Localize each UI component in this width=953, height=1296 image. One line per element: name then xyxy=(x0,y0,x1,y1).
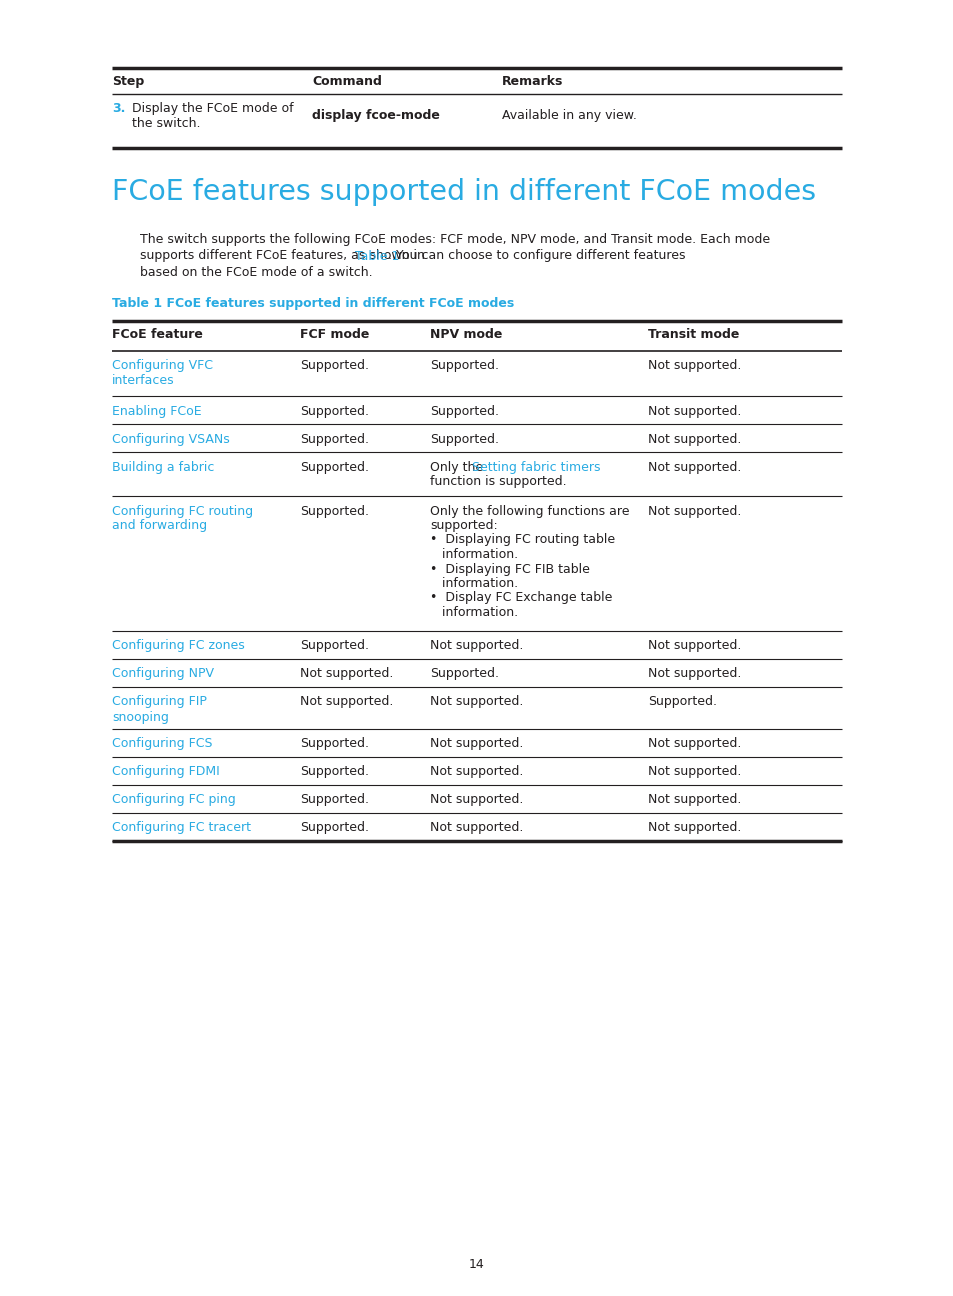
Text: Display the FCoE mode of
the switch.: Display the FCoE mode of the switch. xyxy=(132,102,294,130)
Text: Supported.: Supported. xyxy=(299,460,369,473)
Text: Only the: Only the xyxy=(430,460,487,473)
Text: Not supported.: Not supported. xyxy=(430,766,523,779)
Text: Supported.: Supported. xyxy=(430,667,498,680)
Text: Not supported.: Not supported. xyxy=(647,504,740,517)
Text: Not supported.: Not supported. xyxy=(647,404,740,417)
Text: supported:: supported: xyxy=(430,518,497,531)
Text: Only the following functions are: Only the following functions are xyxy=(430,504,629,517)
Text: Supported.: Supported. xyxy=(299,359,369,372)
Text: Table 1: Table 1 xyxy=(355,250,399,263)
Text: Not supported.: Not supported. xyxy=(647,359,740,372)
Text: Configuring FCS: Configuring FCS xyxy=(112,737,213,750)
Text: Table 1 FCoE features supported in different FCoE modes: Table 1 FCoE features supported in diffe… xyxy=(112,297,514,310)
Text: Configuring VSANs: Configuring VSANs xyxy=(112,433,230,446)
Text: Supported.: Supported. xyxy=(299,639,369,652)
Text: Supported.: Supported. xyxy=(430,359,498,372)
Text: Configuring FC ping: Configuring FC ping xyxy=(112,793,235,806)
Text: Supported.: Supported. xyxy=(430,404,498,417)
Text: •  Display FC Exchange table: • Display FC Exchange table xyxy=(430,591,612,604)
Text: FCF mode: FCF mode xyxy=(299,328,369,342)
Text: Supported.: Supported. xyxy=(299,737,369,750)
Text: Supported.: Supported. xyxy=(299,822,369,835)
Text: supports different FCoE features, as shown in: supports different FCoE features, as sho… xyxy=(140,250,429,263)
Text: Supported.: Supported. xyxy=(299,504,369,517)
Text: Supported.: Supported. xyxy=(299,404,369,417)
Text: Supported.: Supported. xyxy=(299,766,369,779)
Text: Configuring FC zones: Configuring FC zones xyxy=(112,639,245,652)
Text: Configuring VFC
interfaces: Configuring VFC interfaces xyxy=(112,359,213,388)
Text: Not supported.: Not supported. xyxy=(430,696,523,709)
Text: Not supported.: Not supported. xyxy=(430,737,523,750)
Text: Not supported.: Not supported. xyxy=(647,433,740,446)
Text: •  Displaying FC routing table: • Displaying FC routing table xyxy=(430,534,615,547)
Text: Configuring FDMI: Configuring FDMI xyxy=(112,766,219,779)
Text: 14: 14 xyxy=(469,1258,484,1271)
Text: display fcoe-mode: display fcoe-mode xyxy=(312,109,439,122)
Text: Enabling FCoE: Enabling FCoE xyxy=(112,404,201,417)
Text: Supported.: Supported. xyxy=(430,433,498,446)
Text: NPV mode: NPV mode xyxy=(430,328,502,342)
Text: function is supported.: function is supported. xyxy=(430,476,566,489)
Text: Not supported.: Not supported. xyxy=(647,793,740,806)
Text: •  Displaying FC FIB table: • Displaying FC FIB table xyxy=(430,562,589,575)
Text: Available in any view.: Available in any view. xyxy=(501,109,637,122)
Text: Command: Command xyxy=(312,75,381,88)
Text: Not supported.: Not supported. xyxy=(647,737,740,750)
Text: information.: information. xyxy=(430,607,517,619)
Text: Step: Step xyxy=(112,75,144,88)
Text: Not supported.: Not supported. xyxy=(430,793,523,806)
Text: Not supported.: Not supported. xyxy=(647,639,740,652)
Text: Supported.: Supported. xyxy=(647,696,717,709)
Text: . You can choose to configure different features: . You can choose to configure different … xyxy=(388,250,685,263)
Text: Transit mode: Transit mode xyxy=(647,328,739,342)
Text: The switch supports the following FCoE modes: FCF mode, NPV mode, and Transit mo: The switch supports the following FCoE m… xyxy=(140,233,769,246)
Text: Not supported.: Not supported. xyxy=(647,766,740,779)
Text: FCoE features supported in different FCoE modes: FCoE features supported in different FCo… xyxy=(112,178,815,206)
Text: Building a fabric: Building a fabric xyxy=(112,460,214,473)
Text: Not supported.: Not supported. xyxy=(430,822,523,835)
Text: Configuring NPV: Configuring NPV xyxy=(112,667,213,680)
Text: Not supported.: Not supported. xyxy=(299,667,393,680)
Text: Configuring FC tracert: Configuring FC tracert xyxy=(112,822,251,835)
Text: Not supported.: Not supported. xyxy=(430,639,523,652)
Text: Configuring FC routing
and forwarding: Configuring FC routing and forwarding xyxy=(112,504,253,533)
Text: FCoE feature: FCoE feature xyxy=(112,328,203,342)
Text: Not supported.: Not supported. xyxy=(647,460,740,473)
Text: Supported.: Supported. xyxy=(299,433,369,446)
Text: Remarks: Remarks xyxy=(501,75,563,88)
Text: Supported.: Supported. xyxy=(299,793,369,806)
Text: information.: information. xyxy=(430,548,517,561)
Text: Not supported.: Not supported. xyxy=(647,822,740,835)
Text: based on the FCoE mode of a switch.: based on the FCoE mode of a switch. xyxy=(140,266,373,279)
Text: Setting fabric timers: Setting fabric timers xyxy=(472,460,600,473)
Text: Not supported.: Not supported. xyxy=(647,667,740,680)
Text: Configuring FIP
snooping: Configuring FIP snooping xyxy=(112,696,207,723)
Text: Not supported.: Not supported. xyxy=(299,696,393,709)
Text: information.: information. xyxy=(430,577,517,590)
Text: 3.: 3. xyxy=(112,102,125,115)
